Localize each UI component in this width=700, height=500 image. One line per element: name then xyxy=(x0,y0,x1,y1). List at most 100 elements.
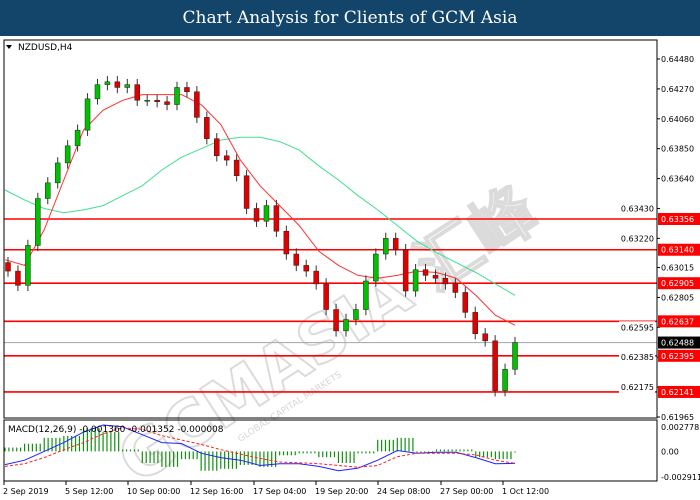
candle-body xyxy=(402,249,409,292)
level-price-tag xyxy=(658,349,700,362)
time-tick-label: 19 Sep 20:00 xyxy=(315,487,368,496)
time-tick-label: 2 Sep 2019 xyxy=(3,487,49,496)
current-price-tag xyxy=(658,336,700,349)
time-tick-label: 27 Sep 00:00 xyxy=(440,487,493,496)
candle-body xyxy=(194,91,200,118)
candle-body xyxy=(214,138,220,157)
candle-body xyxy=(492,340,498,391)
level-price-tag xyxy=(658,315,700,328)
time-tick-label: 1 Oct 12:00 xyxy=(502,487,549,496)
level-price-label: 0.63356 xyxy=(661,215,694,224)
candle-body xyxy=(5,262,11,272)
time-tick-label: 17 Sep 04:00 xyxy=(253,487,306,496)
candle-body xyxy=(174,87,180,105)
level-price-tag xyxy=(658,277,700,290)
time-tick-label: 10 Sep 00:00 xyxy=(127,487,180,496)
price-tick-label: 0.62385 xyxy=(621,353,654,362)
candle-body xyxy=(154,100,160,102)
level-price-label: 0.62395 xyxy=(661,352,694,361)
candle-body xyxy=(482,333,488,342)
level-price-tag xyxy=(658,212,700,225)
candle-body xyxy=(343,319,349,332)
current-price-label: 0.62488 xyxy=(661,339,694,348)
candle-body xyxy=(263,205,270,222)
price-tick-label: 0.63430 xyxy=(621,204,654,213)
macd-panel-frame xyxy=(3,419,658,482)
level-price-label: 0.62141 xyxy=(661,388,694,397)
candle-body xyxy=(273,205,280,232)
time-tick-label: 24 Sep 08:00 xyxy=(377,487,430,496)
page-title: Chart Analysis for Clients of GCM Asia xyxy=(0,0,700,36)
price-tick-label: 0.64480 xyxy=(661,55,694,64)
candle-body xyxy=(432,275,439,279)
candle-body xyxy=(293,253,300,266)
price-tick-label: 0.63220 xyxy=(621,234,654,243)
candle-body xyxy=(84,98,91,131)
time-tick-label: 5 Sep 12:00 xyxy=(65,487,113,496)
candle-body xyxy=(25,245,31,286)
candle-body xyxy=(442,277,449,285)
price-tick-label-bg xyxy=(619,232,655,245)
price-tick-label: 0.64270 xyxy=(661,85,694,94)
price-tick-label: 0.62595 xyxy=(621,323,654,332)
macd-tick-label: 0.002778 xyxy=(661,423,699,432)
candle-body xyxy=(363,280,369,310)
candle-body xyxy=(333,309,339,332)
candle-body xyxy=(64,145,71,164)
macd-signal-line xyxy=(4,427,516,468)
price-tick-label: 0.63015 xyxy=(661,264,694,273)
candle-body xyxy=(383,238,389,255)
candle-body xyxy=(74,129,81,147)
candle-body xyxy=(233,159,240,176)
candle-body xyxy=(104,81,111,85)
macd-tick-label: -0.002911 xyxy=(661,473,700,482)
moving-average-slow xyxy=(4,136,516,296)
candle-body xyxy=(15,270,21,286)
price-tick-label-bg xyxy=(619,202,655,215)
level-price-label: 0.62905 xyxy=(661,279,694,288)
candle-body xyxy=(502,369,508,391)
candle-body xyxy=(472,312,478,334)
price-tick-label-bg xyxy=(619,381,655,394)
price-tick-label: 0.64060 xyxy=(661,115,694,124)
candle-body xyxy=(164,101,170,105)
price-tick-label: 0.61965 xyxy=(661,413,694,422)
candle-body xyxy=(512,342,518,370)
price-panel-frame xyxy=(3,39,658,419)
candle-body xyxy=(422,269,429,276)
dropdown-triangle-icon[interactable] xyxy=(6,45,12,49)
price-tick-label: 0.63640 xyxy=(661,175,694,184)
time-tick-label: 12 Sep 16:00 xyxy=(190,487,243,496)
level-price-tag xyxy=(658,243,700,256)
macd-tick-label: 0.00 xyxy=(661,447,679,456)
price-tick-label-bg xyxy=(619,351,655,364)
candle-body xyxy=(114,81,121,88)
candle-body xyxy=(54,162,61,184)
candle-body xyxy=(392,238,399,250)
price-chart[interactable]: GCMASIA 汇峰 GLOBAL CAPITAL MARKETS 0.6448… xyxy=(0,36,700,500)
price-tick-label-bg xyxy=(619,321,655,334)
candle-body xyxy=(94,84,101,100)
candle-body xyxy=(313,270,319,285)
candle-body xyxy=(45,182,51,199)
level-price-label: 0.63140 xyxy=(661,246,694,255)
candle-body xyxy=(462,292,469,313)
candle-body xyxy=(124,84,131,88)
macd-label: MACD(12,26,9) -0.001360 -0.001352 -0.000… xyxy=(8,425,224,435)
level-price-tag xyxy=(658,385,700,398)
candle-body xyxy=(323,283,329,310)
candle-body xyxy=(283,230,290,255)
candle-body xyxy=(243,175,250,209)
candle-body xyxy=(373,253,379,282)
candle-body xyxy=(144,100,150,102)
candle-body xyxy=(35,198,41,246)
candle-body xyxy=(303,265,309,272)
candle-body xyxy=(253,208,260,222)
candle-body xyxy=(223,155,230,161)
price-tick-label: 0.62805 xyxy=(661,293,694,302)
candle-body xyxy=(452,283,459,293)
candle-body xyxy=(134,84,140,101)
level-price-label: 0.62637 xyxy=(661,317,694,326)
price-tick-label: 0.63850 xyxy=(661,145,694,154)
symbol-label: NZDUSD,H4 xyxy=(18,43,73,53)
